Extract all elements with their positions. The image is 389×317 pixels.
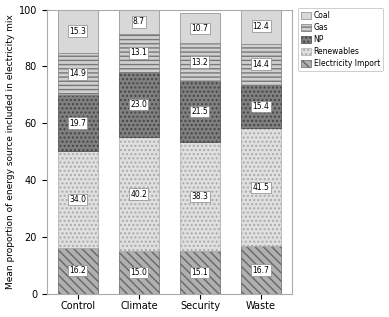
Bar — [58, 95, 98, 151]
Text: 15.1: 15.1 — [192, 268, 209, 277]
Bar — [241, 44, 281, 85]
Bar — [58, 248, 98, 294]
Bar — [119, 72, 159, 137]
Bar — [180, 142, 220, 251]
Bar — [241, 9, 281, 44]
Bar — [119, 137, 159, 251]
Text: 34.0: 34.0 — [69, 195, 86, 204]
Text: 38.3: 38.3 — [191, 192, 209, 201]
Text: 15.4: 15.4 — [252, 102, 270, 111]
Bar — [119, 34, 159, 72]
Text: 16.2: 16.2 — [70, 266, 86, 275]
Bar — [58, 151, 98, 248]
Bar — [241, 128, 281, 246]
Text: 14.4: 14.4 — [252, 60, 270, 69]
Legend: Coal, Gas, NP, Renewables, Electricity Import: Coal, Gas, NP, Renewables, Electricity I… — [298, 8, 383, 71]
Text: 21.5: 21.5 — [192, 107, 209, 116]
Y-axis label: Mean proportion of energy source included in electricity mix: Mean proportion of energy source include… — [5, 14, 14, 289]
Text: 41.5: 41.5 — [252, 183, 270, 192]
Text: 19.7: 19.7 — [69, 119, 86, 128]
Text: 14.9: 14.9 — [69, 69, 86, 78]
Bar — [119, 10, 159, 34]
Text: 13.1: 13.1 — [131, 49, 147, 57]
Bar — [58, 53, 98, 95]
Bar — [119, 251, 159, 294]
Bar — [241, 85, 281, 128]
Text: 12.4: 12.4 — [253, 22, 270, 30]
Bar — [180, 13, 220, 43]
Text: 10.7: 10.7 — [191, 24, 209, 33]
Bar — [180, 81, 220, 142]
Bar — [58, 9, 98, 53]
Text: 15.0: 15.0 — [130, 268, 147, 277]
Text: 13.2: 13.2 — [192, 58, 209, 67]
Bar — [180, 43, 220, 81]
Text: 8.7: 8.7 — [133, 17, 145, 26]
Bar — [241, 246, 281, 294]
Text: 40.2: 40.2 — [130, 190, 147, 198]
Text: 15.3: 15.3 — [69, 27, 86, 36]
Text: 23.0: 23.0 — [130, 100, 147, 109]
Bar — [180, 251, 220, 294]
Text: 16.7: 16.7 — [252, 266, 270, 275]
